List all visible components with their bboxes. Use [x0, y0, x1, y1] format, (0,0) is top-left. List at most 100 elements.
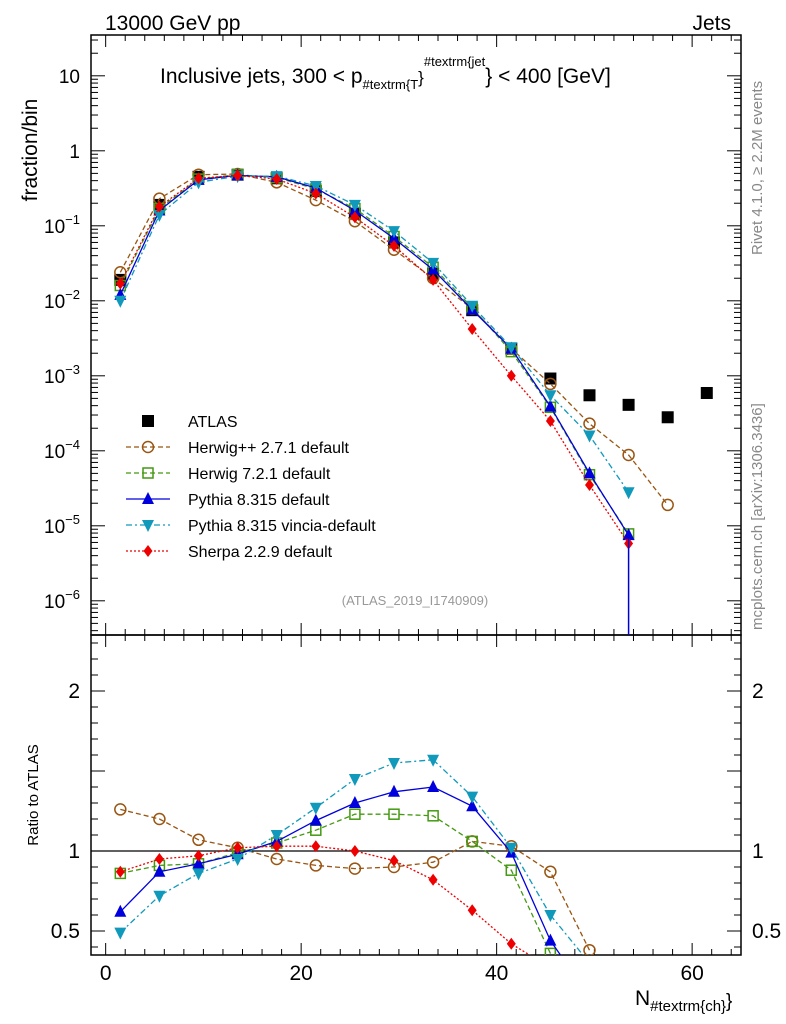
ratio-point-pythia-8-315-vincia-default — [153, 890, 166, 903]
ratio-point-pythia-8-315-default — [114, 904, 127, 917]
ratio-point-pythia-8-315-default — [583, 990, 595, 1002]
ratio-point-sherpa-2-2-9-default — [272, 840, 282, 853]
x-tick-label: 0 — [100, 962, 112, 985]
plot-title-sub: #textrm{T — [363, 77, 419, 92]
ratio-point-sherpa-2-2-9-default — [350, 845, 360, 857]
ratio-tick-label: 2 — [68, 680, 80, 703]
legend-marker — [143, 545, 153, 557]
ratio-point-pythia-8-315-default — [466, 799, 479, 812]
y-tick-label: 1 — [69, 142, 80, 163]
legend-marker — [142, 520, 154, 532]
plot-title-close-sub: } — [418, 68, 424, 87]
ratio-point-sherpa-2-2-9-default — [311, 840, 321, 853]
ratio-point-herwig-2-7-1-default — [426, 855, 440, 869]
main-point-pythia-8-315-vincia-default — [114, 295, 127, 308]
energy-label: 13000 GeV pp — [105, 12, 240, 35]
main-point-sherpa-2-2-9-default — [350, 211, 360, 224]
ratio-point-sherpa-2-2-9-default — [585, 994, 594, 1006]
ratio-point-pythia-8-315-vincia-default — [192, 868, 205, 881]
plot-title-main: Inclusive jets, 300 < p — [160, 65, 363, 88]
main-point-herwig-2-7-1-default — [661, 498, 674, 512]
y-tick-base: 10 — [44, 367, 65, 388]
ratio-point-herwig-2-7-1-default — [270, 852, 283, 866]
main-point-herwig-2-7-1-default — [544, 377, 557, 391]
main-point-sherpa-2-2-9-default — [233, 169, 243, 182]
main-point-pythia-8-315-vincia-default — [622, 487, 635, 500]
ratio-tick-label-right: 0.5 — [752, 920, 781, 943]
ratio-point-herwig-2-7-1-default — [309, 859, 323, 872]
ratio-point-sherpa-2-2-9-default — [428, 873, 438, 886]
legend-marker — [142, 492, 154, 504]
y-tick-base: 10 — [44, 517, 65, 538]
main-point-sherpa-2-2-9-default — [467, 323, 477, 336]
ratio-line-herwig-7-2-1-default — [120, 813, 554, 955]
main-point-atlas — [700, 386, 713, 399]
x-axis-label: N#textrm{ch}} — [635, 987, 732, 1015]
main-point-pythia-8-315-vincia-default — [544, 390, 557, 403]
ratio-point-pythia-8-315-vincia-default — [309, 802, 322, 815]
ratio-point-pythia-8-315-vincia-default — [505, 842, 518, 855]
main-point-herwig-2-7-1-default — [583, 417, 596, 430]
legend-marker — [141, 440, 155, 454]
category-label: Jets — [692, 12, 731, 35]
y-tick-label: 10−3 — [44, 362, 80, 388]
ratio-point-pythia-8-315-default — [348, 796, 361, 808]
main-point-pythia-8-315-default — [583, 466, 596, 479]
y-tick-label: 10−2 — [44, 287, 80, 313]
ratio-point-herwig-2-7-1-default — [153, 812, 166, 826]
y-tick-exp: −2 — [65, 287, 80, 302]
ratio-point-pythia-8-315-default — [192, 856, 205, 869]
legend-label: Sherpa 2.2.9 default — [188, 544, 333, 561]
main-point-sherpa-2-2-9-default — [389, 239, 399, 252]
ratio-point-sherpa-2-2-9-default — [467, 904, 477, 917]
analysis-id: (ATLAS_2019_I1740909) — [342, 593, 488, 608]
ratio-tick-label-right: 1 — [752, 840, 764, 863]
x-tick-label: 40 — [485, 962, 508, 985]
ratio-tick-label: 1 — [68, 840, 80, 863]
ratio-point-sherpa-2-2-9-default — [389, 854, 399, 867]
main-point-pythia-8-315-vincia-default — [309, 180, 322, 193]
ratio-point-pythia-8-315-vincia-default — [466, 791, 479, 804]
ratio-tick-label: 0.5 — [51, 920, 80, 943]
ratio-point-herwig-7-2-1-default — [466, 835, 478, 848]
legend-label: Pythia 8.315 default — [188, 492, 330, 509]
main-point-atlas — [583, 389, 596, 402]
ratio-point-herwig-7-2-1-default — [544, 947, 557, 955]
ratio-point-herwig-7-2-1-default — [349, 808, 361, 820]
ratio-point-sherpa-2-2-9-default — [115, 865, 125, 878]
ratio-point-herwig-7-2-1-default — [427, 810, 439, 822]
main-point-pythia-8-315-vincia-default — [466, 300, 479, 313]
main-line-pythia-8-315-vincia-default — [119, 175, 630, 493]
x-tick-label: 20 — [289, 962, 312, 985]
main-y-axis-label: fraction/bin — [19, 99, 42, 202]
y-tick-label: 10−6 — [44, 587, 80, 613]
ratio-point-pythia-8-315-default — [309, 813, 322, 826]
main-point-pythia-8-315-default — [544, 399, 557, 412]
x-axis-label-main: N — [635, 987, 650, 1010]
y-tick-label: 10−4 — [44, 437, 80, 463]
y-tick-exp: −5 — [65, 512, 80, 527]
x-axis-label-sub: #textrm{ch} — [650, 998, 726, 1015]
y-tick-label: 10−1 — [44, 212, 80, 238]
ratio-line-pythia-8-315-vincia-default — [119, 759, 584, 955]
main-point-sherpa-2-2-9-default — [311, 187, 321, 200]
legend-label: Herwig 7.2.1 default — [188, 466, 331, 483]
ratio-point-pythia-8-315-vincia-default — [270, 830, 283, 842]
legend-marker — [142, 415, 154, 427]
ratio-point-pythia-8-315-default — [388, 784, 401, 797]
y-tick-exp: −1 — [65, 212, 80, 227]
main-point-sherpa-2-2-9-default — [115, 277, 125, 290]
ratio-point-herwig-2-7-1-default — [114, 803, 127, 816]
ratio-point-herwig-2-7-1-default — [583, 943, 596, 955]
y-tick-base: 10 — [44, 292, 65, 313]
legend-label: Herwig++ 2.7.1 default — [188, 440, 350, 457]
ratio-point-herwig-7-2-1-default — [505, 864, 518, 876]
legend-label: Pythia 8.315 vincia-default — [188, 518, 376, 535]
main-point-pythia-8-315-vincia-default — [583, 430, 596, 443]
ratio-line-pythia-8-315-default — [119, 786, 562, 955]
plot-title-end: } < 400 [GeV] — [485, 65, 611, 88]
main-line-sherpa-2-2-9-default — [119, 174, 630, 544]
main-point-sherpa-2-2-9-default — [154, 200, 164, 213]
main-point-sherpa-2-2-9-default — [272, 173, 282, 186]
